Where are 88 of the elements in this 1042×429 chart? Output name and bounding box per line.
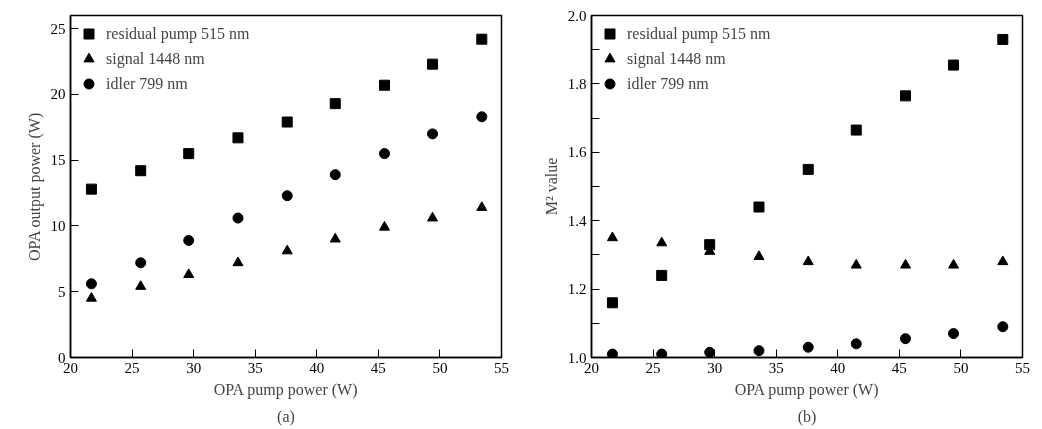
x-tick-label: 50	[432, 359, 448, 376]
x-tick-label: 35	[768, 359, 784, 376]
point	[427, 128, 439, 140]
point	[900, 333, 912, 345]
point	[135, 280, 147, 290]
y-tick-label: 1.8	[567, 75, 587, 92]
point	[379, 79, 391, 91]
y-tick-label: 2.0	[567, 7, 587, 24]
x-tick-label: 55	[494, 359, 509, 376]
point	[753, 201, 765, 213]
point	[427, 211, 439, 222]
point	[656, 236, 668, 247]
x-tick-label: 30	[707, 359, 723, 376]
point	[850, 124, 862, 136]
point	[379, 148, 391, 160]
point	[232, 212, 244, 224]
x-tick-label: 25	[645, 359, 661, 376]
point	[948, 328, 960, 340]
y-tick-label: 1.6	[567, 144, 587, 161]
point	[900, 258, 912, 269]
x-tick-label: 35	[247, 359, 263, 376]
x-axis-title: OPA pump power (W)	[734, 380, 879, 399]
point	[329, 98, 341, 110]
point	[753, 345, 765, 357]
x-tick-label: 45	[891, 359, 907, 376]
point	[606, 231, 618, 242]
point	[802, 163, 814, 175]
text: (b)	[797, 407, 817, 426]
legend-label: residual pump 515 nm	[106, 24, 250, 43]
point	[900, 90, 912, 102]
text: (a)	[277, 407, 295, 426]
x-axis-title: OPA pump power (W)	[213, 380, 358, 399]
y-axis-title: OPA output power (W)	[25, 112, 44, 262]
point	[948, 258, 960, 269]
point	[427, 58, 439, 70]
y-axis-title: M² value	[542, 157, 560, 216]
point	[232, 132, 244, 144]
point	[802, 341, 814, 353]
y-tick-label: 1.4	[567, 212, 587, 229]
point	[476, 33, 488, 45]
x-tick-label: 40	[830, 359, 846, 376]
y-tick-label: 25	[50, 20, 66, 37]
legend-label: idler 799 nm	[627, 74, 709, 93]
point	[85, 292, 97, 302]
point	[85, 183, 97, 195]
point	[850, 258, 862, 269]
x-tick-label: 25	[124, 359, 140, 376]
x-tick-label: 45	[370, 359, 386, 376]
x-tick-label: 55	[1015, 359, 1030, 376]
y-tick-label: 15	[50, 152, 66, 169]
point	[329, 169, 341, 181]
point	[606, 297, 618, 309]
point	[753, 250, 765, 260]
point	[281, 190, 293, 202]
point	[476, 201, 488, 211]
point	[135, 257, 147, 269]
point	[948, 59, 960, 71]
point	[850, 338, 862, 350]
x-tick-label: 40	[309, 359, 325, 376]
point	[183, 234, 195, 246]
point	[85, 278, 97, 290]
legend-label: idler 799 nm	[106, 74, 188, 93]
point	[183, 268, 195, 279]
point	[997, 33, 1009, 45]
point	[656, 348, 668, 358]
x-tick-label: 30	[186, 359, 202, 376]
legend-label: signal 1448 nm	[627, 49, 726, 68]
legend-label: signal 1448 nm	[106, 49, 205, 68]
point	[704, 346, 716, 358]
y-tick-label: 10	[50, 217, 66, 234]
y-tick-label: 20	[50, 86, 66, 103]
point	[997, 255, 1009, 266]
point	[476, 111, 488, 123]
point	[281, 116, 293, 128]
point	[232, 256, 244, 267]
point	[656, 269, 668, 281]
point	[379, 221, 391, 231]
y-tick-label: 1.2	[567, 281, 587, 298]
point	[183, 148, 195, 160]
x-tick-label: 50	[953, 359, 969, 376]
point	[997, 321, 1009, 333]
point	[606, 348, 618, 358]
point	[281, 244, 293, 255]
y-tick-label: 5	[58, 283, 66, 300]
legend-label: residual pump 515 nm	[627, 24, 771, 43]
point	[329, 232, 341, 243]
point	[802, 255, 814, 266]
point	[135, 165, 147, 177]
